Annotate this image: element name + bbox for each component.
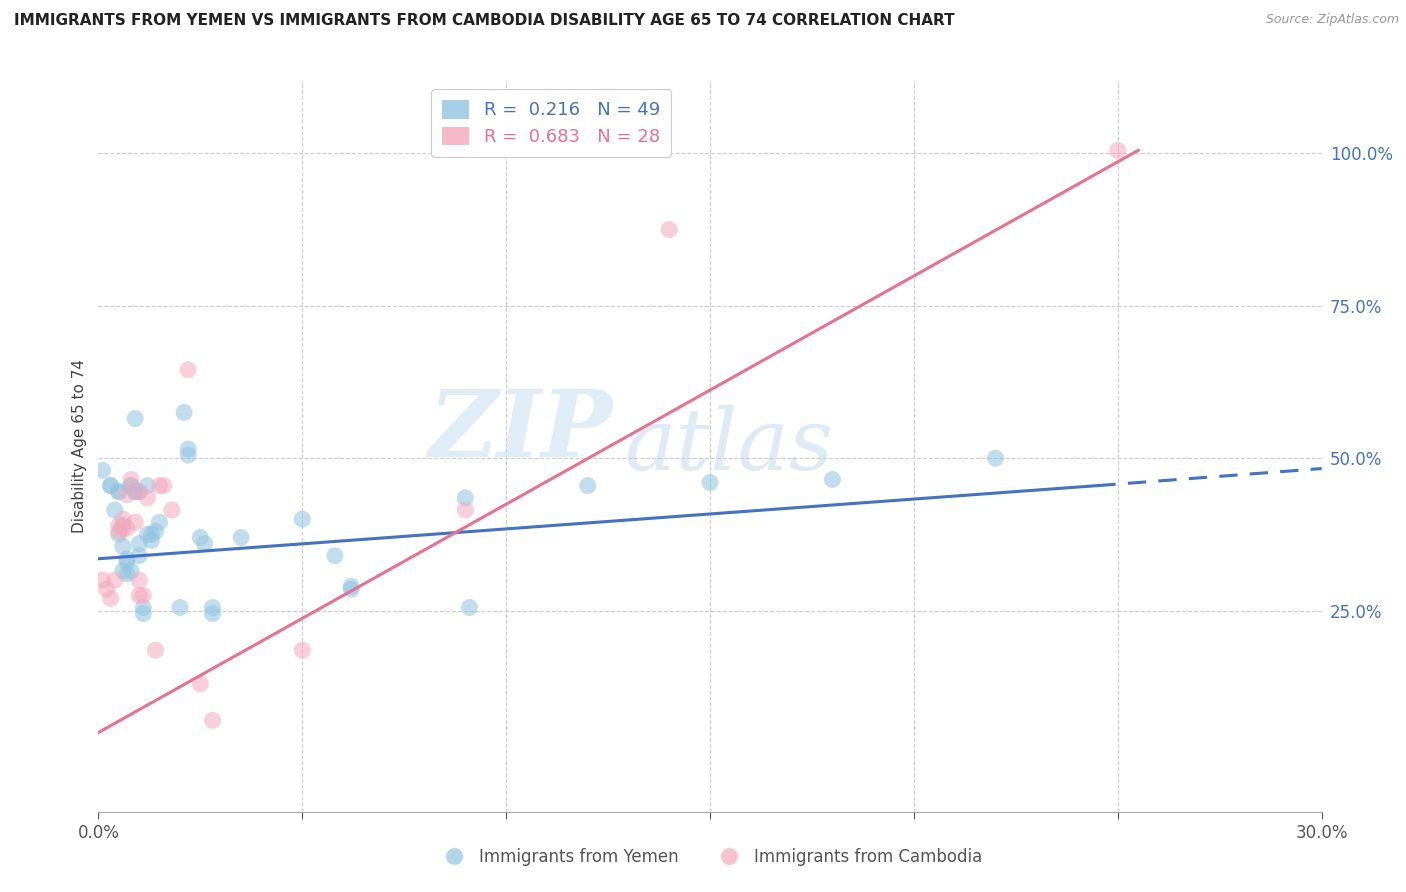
Point [201,600,224,615]
Point [173,405,195,419]
Point [96,582,118,597]
Point [132,600,155,615]
Point [145,643,167,657]
Point [149,478,172,492]
Point [141,533,163,548]
Point [100,478,122,492]
Point [458,600,481,615]
Point [115,555,138,569]
Point [124,484,146,499]
Point [576,478,599,492]
Point [104,503,127,517]
Point [152,478,174,492]
Point [132,607,155,621]
Point [454,503,477,517]
Point [821,473,844,487]
Point [108,484,131,499]
Point [340,579,363,593]
Point [323,549,346,563]
Point [149,515,172,529]
Point [91,463,114,477]
Point [111,540,134,554]
Legend: Immigrants from Yemen, Immigrants from Cambodia: Immigrants from Yemen, Immigrants from C… [432,841,988,873]
Point [132,588,155,602]
Point [91,573,114,587]
Point [128,484,150,499]
Point [120,478,142,492]
Point [984,451,1007,466]
Point [201,607,224,621]
Point [128,573,150,587]
Point [124,484,146,499]
Point [120,478,142,492]
Point [1107,144,1129,158]
Point [100,591,122,606]
Point [128,588,150,602]
Point [115,488,138,502]
Point [291,643,314,657]
Point [108,518,131,533]
Y-axis label: Disability Age 65 to 74: Disability Age 65 to 74 [72,359,87,533]
Point [291,512,314,526]
Point [124,515,146,529]
Point [111,512,134,526]
Text: Source: ZipAtlas.com: Source: ZipAtlas.com [1265,13,1399,27]
Point [177,448,200,462]
Point [141,527,163,541]
Point [231,530,253,544]
Point [177,363,200,377]
Point [128,549,150,563]
Point [111,518,134,533]
Point [201,714,224,728]
Point [177,442,200,456]
Point [108,484,131,499]
Point [188,676,212,690]
Point [120,564,142,578]
Point [124,411,146,425]
Point [193,536,215,550]
Point [120,473,142,487]
Point [136,478,159,492]
Point [169,600,191,615]
Point [108,527,131,541]
Point [115,551,138,566]
Point [115,521,138,535]
Point [136,491,159,505]
Point [454,491,477,505]
Point [699,475,721,490]
Point [145,524,167,539]
Text: ZIP: ZIP [427,386,612,476]
Point [658,222,681,236]
Text: IMMIGRANTS FROM YEMEN VS IMMIGRANTS FROM CAMBODIA DISABILITY AGE 65 TO 74 CORREL: IMMIGRANTS FROM YEMEN VS IMMIGRANTS FROM… [14,13,955,29]
Point [188,530,212,544]
Point [160,503,183,517]
Point [340,582,363,597]
Text: atlas: atlas [624,405,834,487]
Point [104,573,127,587]
Point [115,567,138,582]
Point [108,524,131,539]
Point [128,536,150,550]
Point [100,478,122,492]
Point [111,564,134,578]
Point [136,527,159,541]
Point [111,521,134,535]
Point [128,484,150,499]
